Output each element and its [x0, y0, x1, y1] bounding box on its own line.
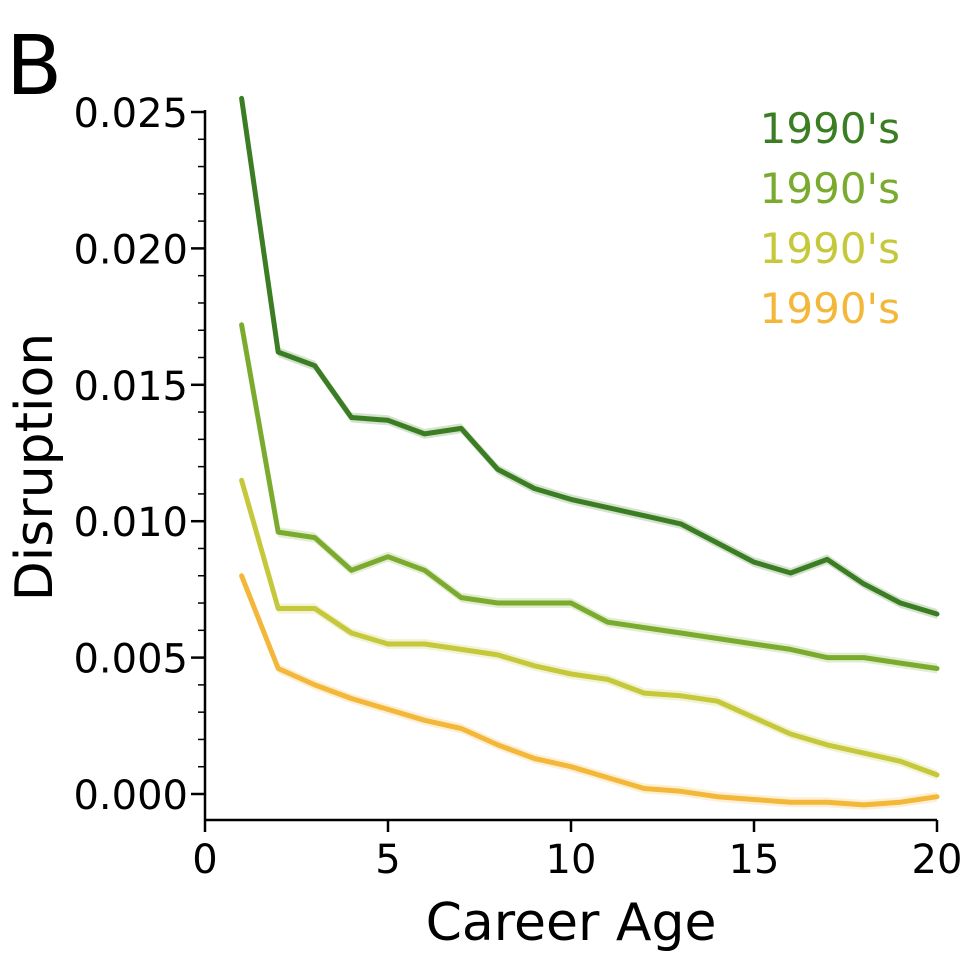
- y-tick-label: 0.000: [73, 773, 188, 819]
- y-axis-title: Disruption: [5, 333, 65, 602]
- legend-entry: 1990's: [760, 164, 900, 213]
- y-tick-label: 0.005: [73, 637, 188, 683]
- x-ticks: 0 5 10 15 20: [192, 820, 962, 883]
- series-line: [239, 95, 940, 617]
- y-tick-label: 0.025: [73, 91, 188, 137]
- x-tick-label: 20: [912, 837, 963, 883]
- x-tick-label: 0: [192, 837, 217, 883]
- legend-entry: 1990's: [760, 284, 900, 333]
- legend: 1990's 1990's 1990's 1990's: [760, 104, 900, 333]
- legend-entry: 1990's: [760, 224, 900, 273]
- series-lines: [239, 93, 940, 810]
- series-confidence-band: [241, 319, 938, 674]
- series-line: [239, 322, 940, 671]
- series-line: [239, 573, 940, 808]
- x-tick-label: 5: [375, 837, 400, 883]
- x-tick-label: 10: [546, 837, 597, 883]
- y-tick-label: 0.020: [73, 227, 188, 273]
- series-line: [239, 477, 940, 778]
- axes: [203, 110, 937, 822]
- x-tick-label: 15: [729, 837, 780, 883]
- y-ticks: 0.000 0.005 0.010 0.015 0.020 0.025: [73, 91, 205, 819]
- series-confidence-band: [241, 475, 938, 780]
- panel-label: B: [6, 19, 62, 114]
- x-axis-title: Career Age: [426, 893, 717, 953]
- legend-entry: 1990's: [760, 104, 900, 153]
- y-tick-label: 0.015: [73, 364, 188, 410]
- y-tick-label: 0.010: [73, 500, 188, 546]
